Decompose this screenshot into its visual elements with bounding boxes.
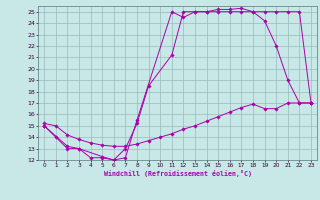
X-axis label: Windchill (Refroidissement éolien,°C): Windchill (Refroidissement éolien,°C) [104, 170, 252, 177]
